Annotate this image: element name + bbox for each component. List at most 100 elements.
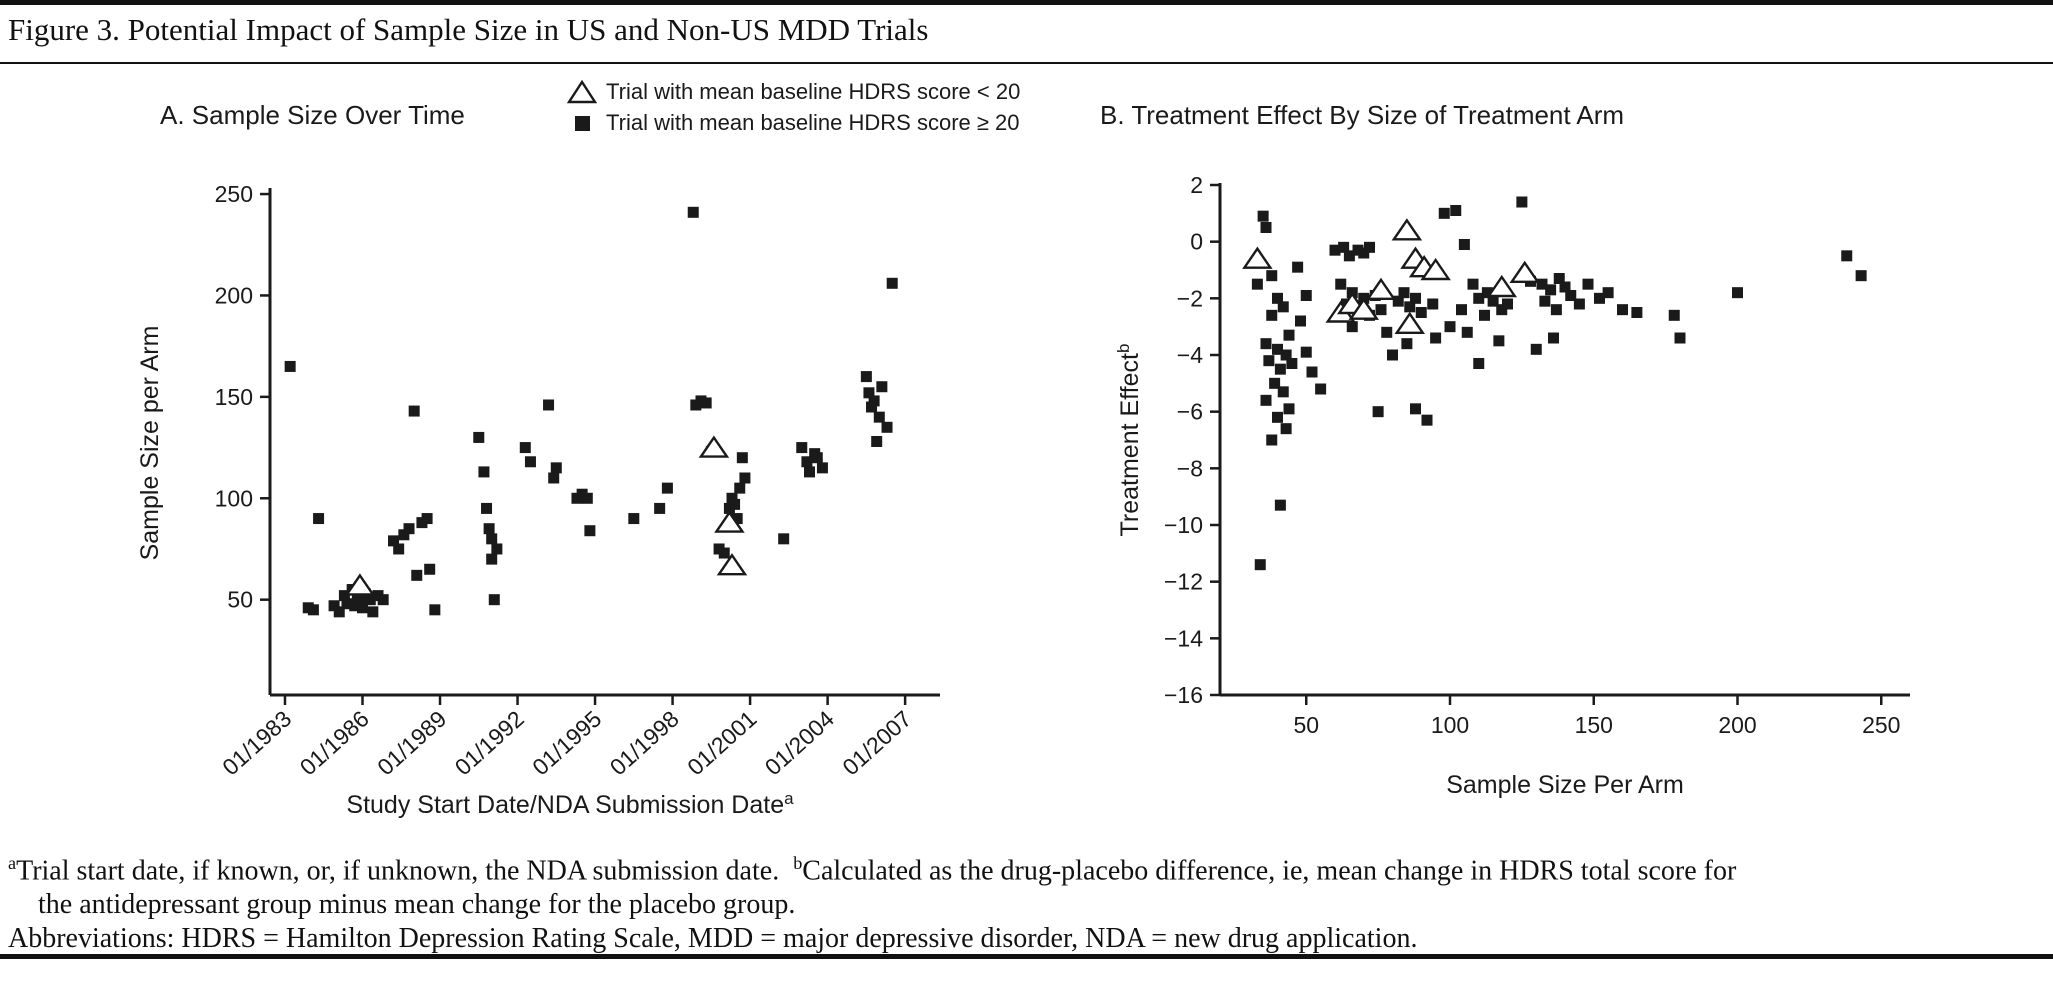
data-point-square (1855, 270, 1867, 282)
data-point-triangle (1242, 246, 1273, 269)
data-point-square (333, 606, 345, 618)
data-point-square (411, 569, 423, 581)
data-point-square (1473, 358, 1485, 369)
x-tick-label: 01/1983 (217, 705, 296, 780)
data-point-square (863, 387, 875, 399)
data-point-square (1427, 298, 1439, 310)
data-point-square (739, 472, 751, 484)
data-point-square (429, 604, 441, 616)
data-point-square (584, 525, 596, 537)
data-point-square (1260, 338, 1272, 350)
data-point-square (1387, 349, 1398, 361)
data-point-square (1260, 222, 1272, 233)
data-point-square (1272, 343, 1283, 355)
data-point-square (1277, 301, 1289, 313)
data-point-square (424, 563, 436, 575)
data-point-square (1280, 423, 1292, 435)
data-point-square (718, 547, 730, 559)
data-point-square (1352, 244, 1364, 256)
data-point-square (581, 492, 593, 504)
data-point-square (1479, 309, 1490, 321)
footnotes: aTrial start date, if known, or, if unkn… (8, 846, 1736, 956)
data-point-square (1300, 290, 1312, 301)
data-point-square (1573, 298, 1585, 310)
x-tick-label: 01/2007 (837, 705, 916, 780)
data-point-square (628, 513, 640, 525)
data-point-square (804, 466, 816, 478)
data-point-square (1536, 278, 1548, 290)
legend-item-low-hdrs: Trial with mean baseline HDRS score < 20 (566, 76, 1020, 107)
y-tick-label: −14 (1164, 625, 1203, 651)
data-point-square (700, 397, 712, 409)
data-point-square (1631, 307, 1643, 318)
footnote-a-text: Trial start date, if known, or, if unkno… (16, 855, 780, 887)
legend-label-low-hdrs: Trial with mean baseline HDRS score < 20 (606, 78, 1021, 104)
data-point-square (524, 456, 536, 468)
data-point-square (1481, 287, 1493, 299)
data-point-square (1458, 239, 1470, 250)
data-point-square (661, 482, 673, 494)
data-point-square (1421, 414, 1433, 426)
y-tick-label: −6 (1177, 399, 1203, 425)
data-point-square (519, 442, 531, 454)
filled-square-icon (575, 115, 590, 131)
data-point-square (1410, 292, 1421, 304)
data-point-square (1364, 241, 1375, 253)
x-tick-label: 200 (1718, 712, 1756, 738)
data-point-square (1444, 321, 1456, 333)
data-point-square (1398, 287, 1410, 299)
data-point-triangle (716, 553, 748, 576)
data-point-square (1315, 383, 1327, 395)
y-tick-label: 250 (215, 181, 253, 207)
data-point-square (796, 442, 808, 454)
data-point-square (543, 399, 555, 411)
data-point-square (1415, 307, 1427, 318)
figure-title: Figure 3. Potential Impact of Sample Siz… (8, 12, 929, 47)
y-axis-label: Treatment Effectb (1114, 344, 1144, 537)
data-point-square (338, 590, 350, 602)
data-point-square (1461, 326, 1473, 338)
y-tick-label: 2 (1190, 172, 1203, 198)
x-tick-label: 01/1989 (372, 705, 451, 780)
data-point-square (816, 462, 828, 474)
data-point-triangle (1509, 260, 1541, 284)
data-point-square (1381, 326, 1393, 338)
x-tick-label: 250 (1862, 712, 1900, 738)
data-point-square (886, 277, 898, 289)
data-point-square (421, 513, 433, 525)
data-point-triangle (1394, 311, 1426, 335)
panel-b-title: B. Treatment Effect By Size of Treatment… (1100, 100, 1625, 130)
data-point-square (1375, 304, 1387, 316)
data-point-square (1292, 261, 1304, 273)
sample-size-over-time-chart: 5010015020025001/198301/198601/198901/19… (136, 181, 940, 819)
top-rule (0, 0, 2053, 5)
data-point-square (1732, 287, 1743, 299)
y-tick-label: −10 (1164, 512, 1203, 538)
data-point-triangle (1348, 297, 1380, 320)
data-point-square (871, 435, 883, 447)
data-point-square (873, 411, 885, 423)
data-point-square (881, 421, 893, 433)
data-point-square (341, 598, 353, 610)
x-tick-label: 100 (1431, 712, 1469, 738)
data-point-square (1550, 304, 1562, 316)
data-point-square (868, 395, 880, 407)
footnote-b-text: Calculated as the drug-placebo differenc… (802, 855, 1737, 887)
data-point-square (1266, 434, 1278, 446)
data-point-triangle (1486, 274, 1518, 298)
y-tick-label: −12 (1164, 569, 1203, 595)
data-point-square (491, 543, 503, 555)
x-tick-label: 01/1995 (527, 705, 606, 780)
data-point-square (1456, 304, 1467, 316)
data-point-square (1530, 343, 1542, 355)
y-tick-label: −2 (1177, 285, 1203, 311)
data-point-square (1274, 363, 1286, 375)
data-point-square (1473, 292, 1485, 304)
data-point-triangle (698, 435, 730, 458)
data-point-square (1277, 386, 1289, 398)
data-point-square (860, 371, 872, 383)
data-point-square (483, 523, 495, 535)
data-point-square (729, 498, 741, 510)
y-tick-label: −4 (1177, 342, 1203, 368)
data-point-square (1545, 284, 1557, 296)
